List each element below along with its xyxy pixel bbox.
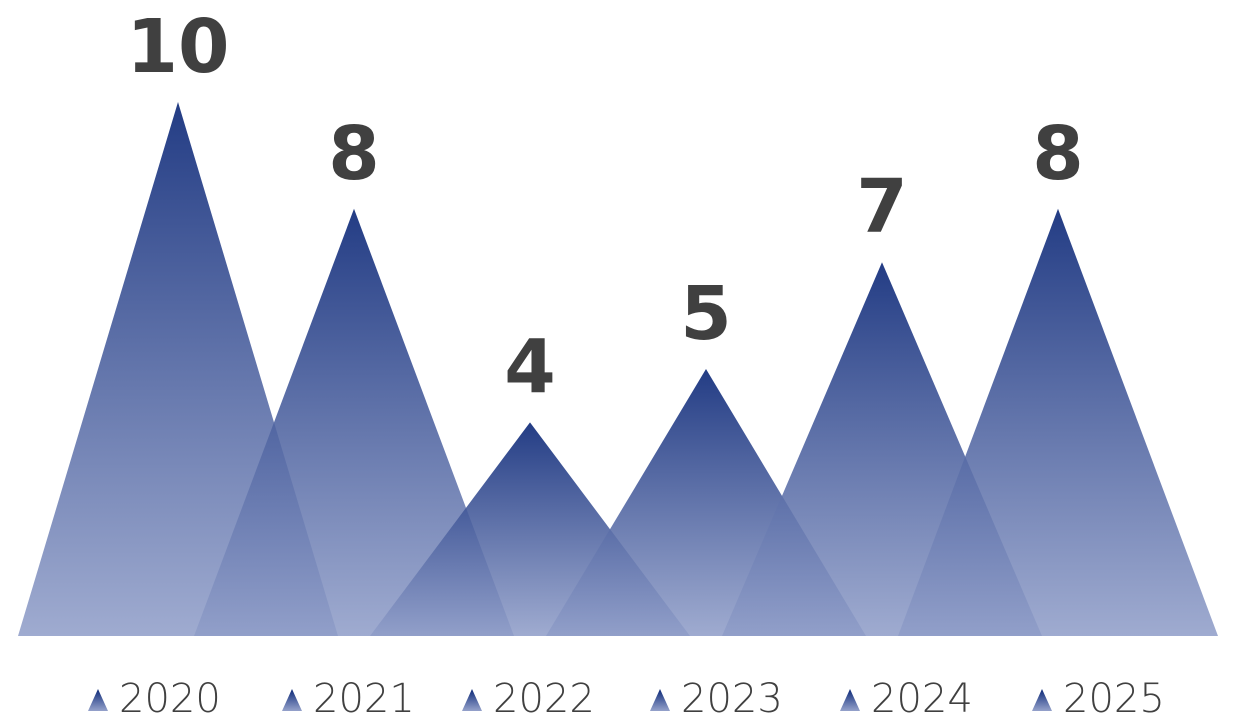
legend-label-2021: 2021	[313, 676, 415, 719]
value-label-2020: 10	[127, 4, 230, 90]
value-label-2023: 5	[680, 271, 732, 357]
legend-label-2020: 2020	[119, 676, 221, 719]
legend-label-2023: 2023	[681, 676, 783, 719]
value-label-2024: 7	[856, 164, 908, 250]
peak-2021	[194, 208, 514, 637]
legend-marker-icon-2024	[840, 689, 860, 711]
legend-marker-icon-2020	[88, 689, 108, 711]
legend-label-2025: 2025	[1063, 676, 1165, 719]
peaks-layer	[18, 102, 1218, 637]
legend-marker-icon-2021	[282, 689, 302, 711]
legend-label-2022: 2022	[493, 676, 595, 719]
legend-label-2024: 2024	[871, 676, 973, 719]
legend-marker-icon-2022	[462, 689, 482, 711]
value-label-2021: 8	[328, 111, 380, 197]
value-label-2025: 8	[1032, 111, 1084, 197]
value-labels-layer: 10 8 4 5 7 8	[127, 4, 1084, 410]
legend-marker-icon-2025	[1032, 689, 1052, 711]
peak-2025	[898, 208, 1218, 637]
legend-marker-icon-2023	[650, 689, 670, 711]
legend-layer: 2020 2021 2022 2023 2024 2025	[88, 676, 1165, 722]
value-label-2022: 4	[504, 324, 556, 410]
